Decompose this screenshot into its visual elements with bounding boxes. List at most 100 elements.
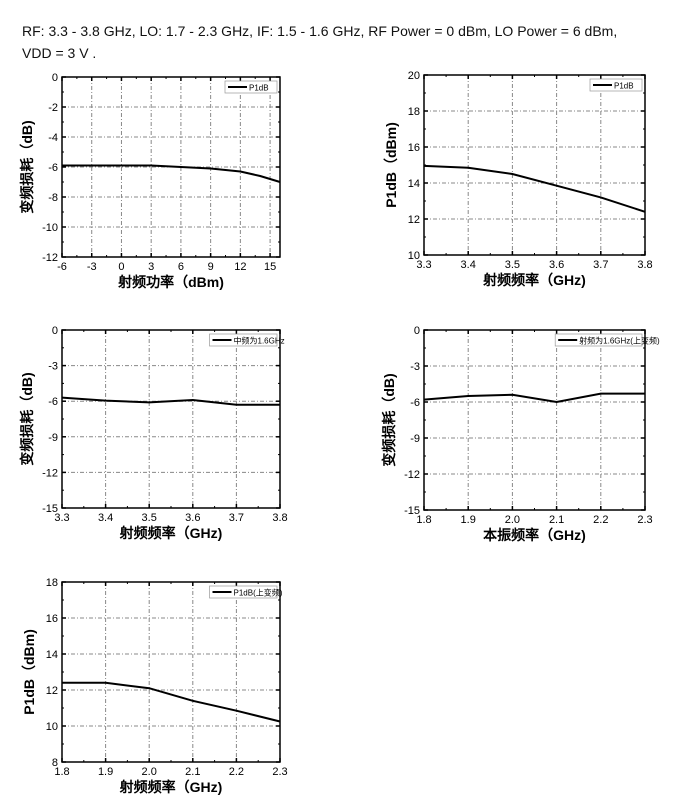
x-tick-label: -6 xyxy=(57,261,67,273)
y-tick-label: -6 xyxy=(48,396,58,408)
y-tick-label: 10 xyxy=(46,721,58,733)
x-axis-label: 射频频率（GHz) xyxy=(119,525,223,541)
y-tick-label: 18 xyxy=(408,106,420,118)
x-tick-label: 3.5 xyxy=(142,512,157,524)
x-tick-label: 9 xyxy=(208,261,214,273)
x-tick-label: 2.2 xyxy=(593,514,608,526)
x-tick-label: 3.4 xyxy=(98,512,113,524)
x-tick-label: 1.9 xyxy=(461,514,476,526)
chart-1: -6 -3 0 3 6 9 12 15 -12 -10 -8 -6 -4 -2 0 P1dB 射频功率（dBm)… xyxy=(19,72,281,290)
y-tick-label: 0 xyxy=(52,325,58,337)
y-axis-label: 变频损耗（dB) xyxy=(19,120,35,213)
x-tick-label: 2.1 xyxy=(549,514,564,526)
y-tick-label: 18 xyxy=(46,577,58,589)
series-line xyxy=(62,164,281,183)
plot-frame xyxy=(423,74,646,256)
y-axis-label: 变频损耗（dB) xyxy=(19,372,35,465)
x-tick-label: 3.3 xyxy=(54,512,69,524)
x-tick-label: 3.7 xyxy=(229,512,244,524)
plot-frame xyxy=(61,329,281,509)
x-tick-label: 1.8 xyxy=(416,514,431,526)
y-tick-label: -10 xyxy=(42,222,58,234)
y-tick-label: -4 xyxy=(48,132,58,144)
y-tick-label: -12 xyxy=(42,467,58,479)
x-tick-label: 3.7 xyxy=(593,259,608,271)
x-tick-label: 6 xyxy=(178,261,184,273)
x-tick-label: 3.3 xyxy=(416,259,431,271)
legend-label: P1dB xyxy=(249,84,269,93)
plot-frame xyxy=(61,581,281,763)
x-axis-label: 射频频率（GHz) xyxy=(119,779,223,795)
y-tick-label: 0 xyxy=(52,72,58,84)
legend-box xyxy=(209,333,278,347)
x-tick-label: 1.8 xyxy=(54,766,69,778)
x-tick-label: 15 xyxy=(264,261,276,273)
y-tick-label: -8 xyxy=(48,192,58,204)
y-tick-label: 12 xyxy=(46,685,58,697)
series-line xyxy=(61,396,280,406)
plot-frame xyxy=(61,76,281,258)
y-tick-label: 16 xyxy=(46,613,58,625)
x-tick-label: 0 xyxy=(118,261,124,273)
x-tick-label: 2.0 xyxy=(505,514,520,526)
x-tick-label: 2.2 xyxy=(229,766,244,778)
y-tick-label: -15 xyxy=(42,503,58,515)
chart-2: 3.3 3.4 3.5 3.6 3.7 3.8 10 12 14 16 18 20 P1dB 射频频率（G… xyxy=(383,70,653,288)
y-tick-label: 10 xyxy=(408,250,420,262)
x-tick-label: 2.3 xyxy=(637,514,652,526)
legend-label: 射频为1.6GHz(上变频) xyxy=(579,336,660,346)
chart-3: 3.3 3.4 3.5 3.6 3.7 3.8 -15 -12 -9 -6 -3 0 中频为1.6GHz… xyxy=(19,325,288,541)
y-tick-label: 16 xyxy=(408,142,420,154)
x-tick-label: 1.9 xyxy=(98,766,113,778)
y-tick-label: -3 xyxy=(48,361,58,373)
x-tick-label: 3.8 xyxy=(272,512,287,524)
y-tick-label: -12 xyxy=(404,469,420,481)
x-tick-label: 3.4 xyxy=(461,259,476,271)
y-tick-label: -9 xyxy=(410,433,420,445)
x-tick-label: -3 xyxy=(87,261,97,273)
header-line-2: VDD = 3 V . xyxy=(22,45,97,61)
legend-label: P1dB(上变频) xyxy=(234,588,283,598)
y-tick-label: -15 xyxy=(404,505,420,517)
x-axis-label: 射频频率（GHz) xyxy=(482,272,586,288)
chart-5: 1.8 1.9 2.0 2.1 2.2 2.3 8 10 12 14 16 18 P1dB(上变频) 射频… xyxy=(21,577,288,795)
y-tick-label: -9 xyxy=(48,432,58,444)
y-tick-label: 0 xyxy=(414,325,420,337)
y-tick-label: -3 xyxy=(410,361,420,373)
x-tick-label: 12 xyxy=(234,261,246,273)
plot-frame xyxy=(423,329,646,511)
series-line xyxy=(423,164,646,213)
legend-label: P1dB xyxy=(614,82,634,91)
legend-box xyxy=(209,585,278,599)
y-tick-label: 14 xyxy=(46,649,58,661)
x-tick-label: 3.6 xyxy=(549,259,564,271)
y-tick-label: -12 xyxy=(42,252,58,264)
x-tick-label: 2.3 xyxy=(272,766,287,778)
y-axis-label: P1dB（dBm) xyxy=(21,629,37,715)
y-axis-label: P1dB（dBm) xyxy=(383,122,399,208)
series-line xyxy=(423,392,645,404)
x-tick-label: 3.5 xyxy=(505,259,520,271)
y-tick-label: 20 xyxy=(408,70,420,82)
legend-box xyxy=(554,333,643,347)
header-text: RF: 3.3 - 3.8 GHz, LO: 1.7 - 2.3 GHz, IF… xyxy=(22,20,687,64)
legend-label: 中频为1.6GHz xyxy=(234,336,285,346)
y-tick-label: -6 xyxy=(410,397,420,409)
y-axis-label: 变频损耗（dB) xyxy=(381,373,397,466)
chart-4: 1.8 1.9 2.0 2.1 2.2 2.3 -15 -12 -9 -6 -3 0 射频为1.6GHz… xyxy=(381,325,660,543)
y-tick-label: 8 xyxy=(52,757,58,769)
legend-box xyxy=(224,80,278,94)
y-tick-label: 14 xyxy=(408,178,420,190)
series-line xyxy=(62,681,281,723)
y-tick-label: -6 xyxy=(48,162,58,174)
x-tick-label: 3.6 xyxy=(185,512,200,524)
legend-box xyxy=(589,78,643,92)
y-tick-label: -2 xyxy=(48,102,58,114)
x-axis-label: 射频功率（dBm) xyxy=(117,274,224,290)
header-line-1: RF: 3.3 - 3.8 GHz, LO: 1.7 - 2.3 GHz, IF… xyxy=(22,23,618,39)
y-tick-label: 12 xyxy=(408,214,420,226)
x-tick-label: 3.8 xyxy=(637,259,652,271)
x-tick-label: 3 xyxy=(148,261,154,273)
x-tick-label: 2.1 xyxy=(185,766,200,778)
